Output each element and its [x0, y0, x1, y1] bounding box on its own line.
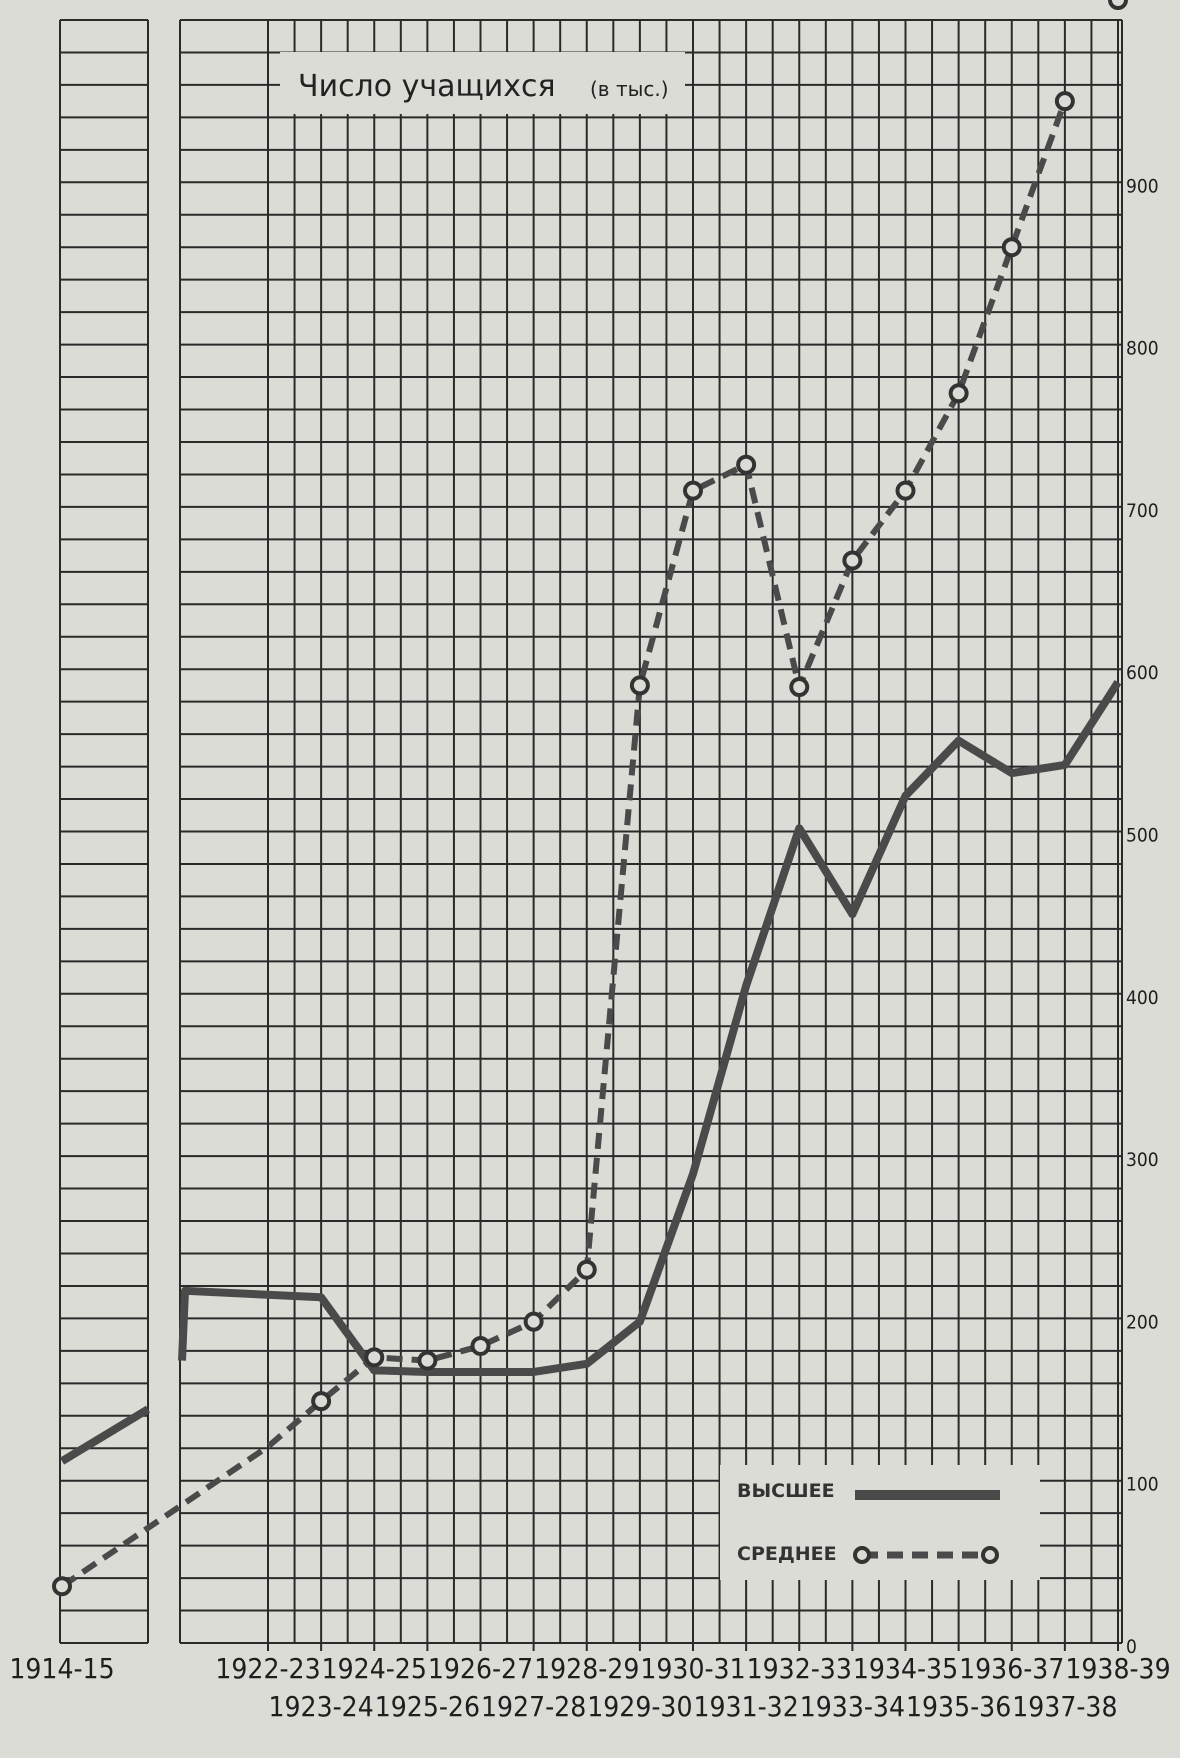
x-tick-label: 1936-37 [959, 1652, 1064, 1685]
series-point-secondary [791, 679, 807, 695]
y-tick-label: 500 [1126, 825, 1159, 847]
series-point-secondary [844, 552, 860, 568]
legend-marker-end [983, 1548, 997, 1562]
x-tick-label: 1928-29 [534, 1652, 639, 1685]
series-point-secondary [1110, 0, 1126, 8]
series-point-secondary [526, 1314, 542, 1330]
x-tick-label: 1924-25 [322, 1652, 427, 1685]
series-point-secondary [898, 483, 914, 499]
x-tick-label: 1930-31 [640, 1652, 745, 1685]
x-tick-label: 1931-32 [694, 1690, 799, 1723]
x-tick-label: 1932-33 [747, 1652, 852, 1685]
series-point-secondary [579, 1262, 595, 1278]
series-point-secondary [951, 385, 967, 401]
y-tick-label: 300 [1126, 1149, 1159, 1171]
series-point-secondary [1004, 239, 1020, 255]
legend-marker-start [855, 1548, 869, 1562]
y-tick-label: 700 [1126, 500, 1159, 522]
y-tick-label: 800 [1126, 338, 1159, 360]
series-point-secondary [313, 1393, 329, 1409]
y-tick-label: 600 [1126, 662, 1159, 684]
x-tick-label: 1922-23 [215, 1652, 320, 1685]
series-point-secondary [54, 1578, 70, 1594]
series-point-secondary [366, 1349, 382, 1365]
x-tick-label: 1927-28 [481, 1690, 586, 1723]
legend: высшее среднее [720, 1465, 1040, 1580]
x-tick-label: 1935-36 [906, 1690, 1011, 1723]
y-tick-label: 200 [1126, 1311, 1159, 1333]
x-tick-label: 1934-35 [853, 1652, 958, 1685]
series-point-secondary [738, 457, 754, 473]
x-tick-label: 1926-27 [428, 1652, 533, 1685]
chart-subtitle: (в тыс.) [590, 77, 669, 101]
x-tick-label: 1933-34 [800, 1690, 905, 1723]
y-tick-label: 100 [1126, 1474, 1159, 1496]
x-tick-label: 1925-26 [375, 1690, 480, 1723]
series-point-secondary [473, 1338, 489, 1354]
x-tick-label: 1914-15 [9, 1652, 114, 1685]
legend-label-secondary: среднее [737, 1543, 837, 1565]
x-tick-label: 1938-39 [1065, 1652, 1170, 1685]
series-point-secondary [685, 483, 701, 499]
x-tick-label: 1929-30 [587, 1690, 692, 1723]
series-point-secondary [419, 1353, 435, 1369]
x-tick-label: 1923-24 [269, 1690, 374, 1723]
y-tick-label: 400 [1126, 987, 1159, 1009]
series-point-secondary [1057, 93, 1073, 109]
y-tick-label: 900 [1126, 175, 1159, 197]
series-point-secondary [632, 677, 648, 693]
legend-label-higher: высшее [737, 1480, 835, 1502]
x-tick-label: 1937-38 [1012, 1690, 1117, 1723]
chart-title: Число учащихся [298, 69, 556, 104]
